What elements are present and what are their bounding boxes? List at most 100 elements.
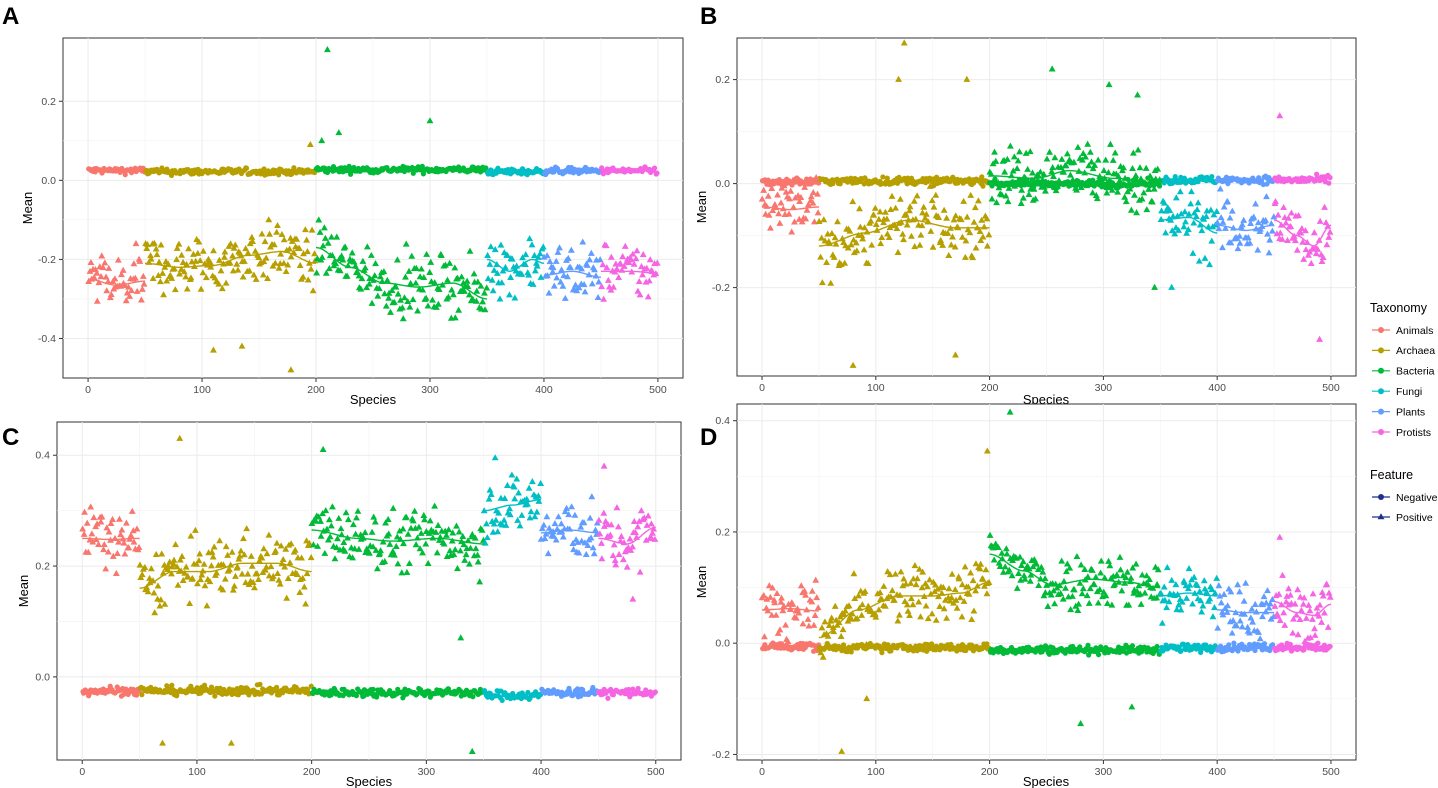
- positive-point-archaea: [968, 615, 976, 623]
- positive-point-plants: [1242, 579, 1250, 586]
- x-tick-label: 300: [1095, 382, 1113, 394]
- positive-point-animals: [766, 224, 774, 231]
- positive-point-plants: [1244, 623, 1252, 630]
- positive-point-plants: [538, 525, 546, 532]
- x-tick-label: 300: [418, 766, 436, 778]
- positive-outlier-bacteria: [1151, 283, 1159, 290]
- positive-point-bacteria: [456, 547, 464, 554]
- positive-point-archaea: [913, 575, 921, 582]
- positive-point-plants: [1240, 216, 1248, 223]
- positive-point-plants: [553, 274, 561, 281]
- positive-point-archaea: [220, 253, 228, 260]
- positive-point-bacteria: [315, 216, 323, 223]
- positive-point-bacteria: [415, 523, 423, 530]
- positive-point-plants: [1262, 216, 1270, 223]
- positive-point-fungi: [1175, 601, 1183, 608]
- legend: Taxonomy AnimalsArchaeaBacteriaFungiPlan…: [1370, 301, 1438, 524]
- positive-point-fungi: [506, 505, 514, 512]
- positive-point-animals: [790, 203, 797, 210]
- positive-point-plants: [1218, 608, 1226, 615]
- positive-point-bacteria: [392, 542, 400, 550]
- positive-point-archaea: [196, 257, 204, 264]
- positive-point-archaea: [286, 245, 293, 252]
- positive-point-archaea: [856, 223, 864, 230]
- positive-point-animals: [770, 596, 778, 603]
- positive-point-animals: [130, 260, 138, 267]
- positive-point-bacteria: [1121, 193, 1129, 200]
- positive-point-archaea: [818, 234, 826, 241]
- positive-point-bacteria: [1108, 601, 1116, 608]
- positive-point-bacteria: [1088, 566, 1096, 573]
- positive-point-fungi: [483, 520, 490, 527]
- positive-point-fungi: [1200, 577, 1208, 584]
- positive-point-archaea: [844, 244, 852, 251]
- positive-point-bacteria: [320, 224, 328, 231]
- positive-point-protists: [1316, 601, 1324, 608]
- positive-point-archaea: [855, 592, 862, 599]
- positive-point-fungi: [511, 294, 519, 301]
- positive-point-protists: [1287, 591, 1294, 598]
- positive-point-archaea: [168, 274, 176, 281]
- positive-point-bacteria: [402, 240, 410, 247]
- positive-point-archaea: [261, 238, 269, 245]
- negative-point-archaea: [880, 174, 886, 180]
- positive-point-animals: [805, 180, 813, 187]
- positive-point-protists: [646, 256, 654, 263]
- positive-point-archaea: [946, 597, 954, 604]
- positive-point-bacteria: [437, 251, 445, 258]
- positive-point-animals: [122, 297, 130, 304]
- positive-point-bacteria: [382, 519, 389, 526]
- positive-point-archaea: [934, 585, 942, 592]
- positive-point-bacteria: [387, 308, 394, 315]
- positive-point-protists: [1316, 217, 1324, 224]
- positive-point-protists: [1307, 634, 1314, 641]
- panel-c-letter: C: [2, 424, 19, 451]
- trend-line-plants: [541, 529, 599, 534]
- positive-point-plants: [1268, 595, 1276, 603]
- positive-point-archaea: [305, 539, 313, 546]
- positive-point-bacteria: [461, 556, 469, 563]
- positive-point-bacteria: [412, 541, 420, 548]
- negative-point-fungi: [510, 690, 516, 697]
- positive-point-bacteria: [1146, 575, 1153, 583]
- positive-point-archaea: [977, 560, 985, 567]
- positive-point-plants: [1244, 234, 1252, 241]
- positive-point-bacteria: [1105, 557, 1112, 564]
- positive-point-protists: [1318, 257, 1326, 265]
- legend-taxonomy-label: Animals: [1396, 325, 1433, 337]
- positive-point-bacteria: [442, 261, 449, 268]
- positive-point-archaea: [229, 252, 236, 259]
- positive-point-animals: [114, 256, 122, 263]
- positive-point-bacteria: [1145, 185, 1153, 192]
- positive-point-animals: [789, 600, 797, 607]
- positive-point-archaea: [189, 575, 196, 582]
- positive-point-archaea: [197, 576, 205, 583]
- positive-point-archaea: [868, 241, 876, 248]
- positive-point-animals: [105, 264, 113, 271]
- positive-point-bacteria: [1002, 192, 1010, 199]
- panel-b-trend-lines: [762, 169, 1332, 247]
- positive-point-archaea: [963, 213, 971, 220]
- positive-point-protists: [1290, 615, 1297, 622]
- positive-point-bacteria: [1099, 178, 1106, 185]
- positive-point-fungi: [1189, 600, 1196, 607]
- positive-point-bacteria: [377, 273, 384, 280]
- positive-point-bacteria: [1044, 602, 1052, 609]
- positive-point-archaea: [916, 565, 923, 572]
- positive-point-archaea: [173, 244, 181, 251]
- positive-point-archaea: [971, 204, 979, 211]
- positive-point-archaea: [818, 279, 826, 286]
- positive-outlier-bacteria: [468, 747, 476, 754]
- negative-point-protists: [1327, 175, 1333, 181]
- positive-point-protists: [627, 546, 635, 553]
- positive-point-animals: [760, 186, 768, 193]
- negative-point-bacteria: [470, 694, 476, 700]
- positive-outlier-archaea: [963, 75, 971, 82]
- positive-point-plants: [592, 526, 599, 533]
- negative-point-archaea: [201, 682, 208, 688]
- positive-point-archaea: [840, 611, 848, 618]
- positive-outlier-archaea: [952, 351, 959, 358]
- positive-point-archaea: [158, 550, 166, 557]
- positive-point-archaea: [182, 563, 190, 570]
- positive-point-archaea: [958, 581, 966, 588]
